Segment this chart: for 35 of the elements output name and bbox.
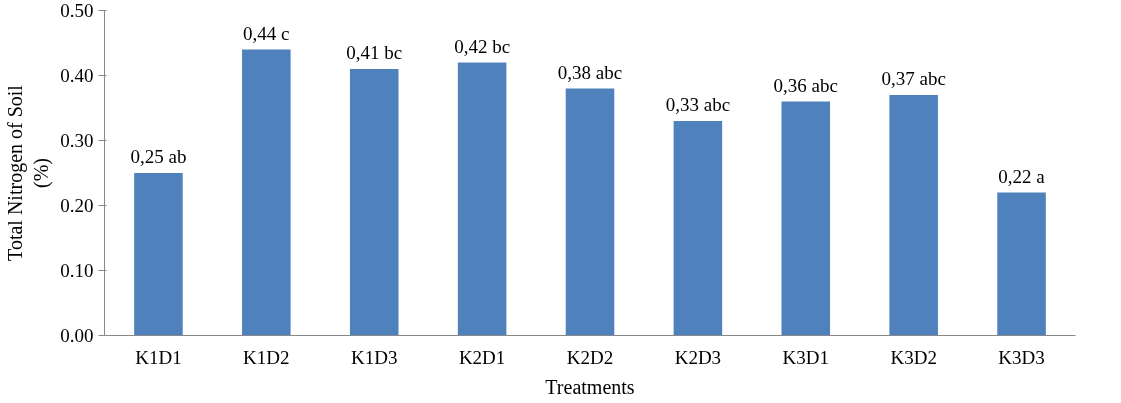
data-label: 0,22 a bbox=[998, 165, 1046, 187]
x-tick-label: K3D1 bbox=[782, 346, 830, 368]
data-label: 0,25 ab bbox=[130, 146, 187, 167]
x-tick-label: K3D2 bbox=[890, 346, 937, 368]
y-tick-label: 0.50 bbox=[60, 0, 94, 21]
data-label: 0,33 abc bbox=[665, 94, 731, 115]
bar bbox=[781, 101, 831, 336]
y-tick-label: 0.30 bbox=[60, 130, 94, 151]
data-label: 0,37 abc bbox=[881, 68, 946, 89]
y-tick-label: 0.00 bbox=[60, 325, 94, 346]
y-tick-label: 0.10 bbox=[60, 260, 94, 281]
y-axis-title: Total Nitrogen of Soil (%) bbox=[3, 84, 54, 261]
bar bbox=[565, 88, 615, 336]
y-tick-label: 0.20 bbox=[60, 195, 94, 216]
bar bbox=[673, 121, 723, 336]
data-label: 0,41 bc bbox=[346, 42, 403, 63]
bar bbox=[457, 62, 507, 336]
bar bbox=[349, 69, 399, 336]
y-tick-label: 0.40 bbox=[60, 65, 94, 86]
x-tick-label: K1D1 bbox=[135, 346, 182, 368]
bar bbox=[242, 49, 291, 336]
data-label: 0,42 bc bbox=[454, 35, 511, 57]
bar bbox=[997, 192, 1046, 336]
data-label: 0,36 abc bbox=[773, 74, 838, 96]
x-tick-label: K1D3 bbox=[351, 346, 398, 368]
x-tick-label: K3D3 bbox=[998, 346, 1045, 368]
data-label: 0,38 abc bbox=[557, 61, 623, 83]
x-tick-label: K1D2 bbox=[243, 346, 290, 368]
bar bbox=[134, 173, 183, 336]
x-tick-label: K2D2 bbox=[566, 346, 614, 368]
data-label: 0,44 c bbox=[243, 22, 290, 44]
x-axis-title: Treatments bbox=[545, 375, 635, 398]
bar bbox=[889, 95, 938, 336]
x-tick-label: K2D1 bbox=[458, 346, 506, 368]
x-tick-label: K2D3 bbox=[674, 346, 722, 368]
